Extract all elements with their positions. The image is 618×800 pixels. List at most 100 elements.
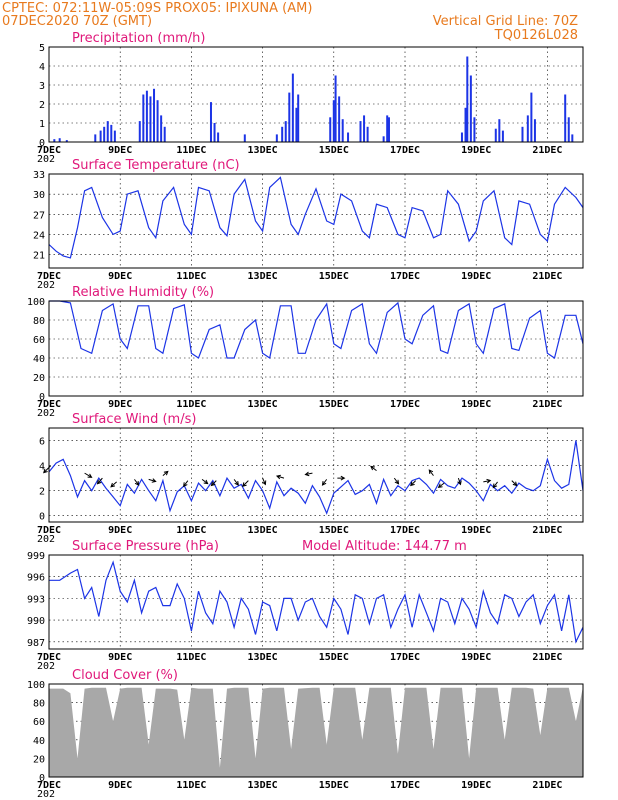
x-tick-label: 15DEC xyxy=(319,525,349,536)
plot-frame xyxy=(48,427,584,523)
precip-bar xyxy=(501,130,504,142)
wind-arrow xyxy=(201,478,209,485)
panel-temperature: 21 24 27 30 33 Surface Temperature (nC) 7DEC 9D… xyxy=(33,158,584,291)
y-tick-label: 4 xyxy=(39,462,45,473)
x-tick-label: 19DEC xyxy=(461,399,491,410)
precip-bar xyxy=(533,119,536,142)
precip-bar xyxy=(110,124,113,142)
precip-bar xyxy=(347,132,350,142)
x-tick-label: 7DEC xyxy=(37,145,61,156)
x-tick-label: 15DEC xyxy=(319,399,349,410)
wind-arrow xyxy=(370,465,377,472)
x-tick-label: 21DEC xyxy=(532,780,562,791)
wind-arrow xyxy=(492,481,498,489)
wind-arrow xyxy=(110,481,117,488)
precip-bar xyxy=(341,119,344,142)
precip-bar xyxy=(530,92,533,142)
cloud-area xyxy=(49,686,583,777)
y-tick-label: 100 xyxy=(27,297,45,308)
precip-bar xyxy=(288,92,291,142)
wind-arrow xyxy=(148,478,157,483)
panel-wind: 0 2 4 6 Surface Wind (m/s) 7DEC 9DEC 11DEC 13DEC… xyxy=(37,412,584,545)
precip-bar xyxy=(163,126,166,142)
precip-bar xyxy=(142,94,145,142)
year-fragment: 202 xyxy=(37,789,55,800)
x-tick-label: 7DEC xyxy=(37,652,61,663)
precip-bar xyxy=(571,134,574,142)
x-tick-label: 17DEC xyxy=(390,399,420,410)
x-tick-label: 21DEC xyxy=(532,271,562,282)
y-tick-label: 2 xyxy=(39,100,45,111)
precip-bar xyxy=(469,75,472,142)
y-tick-label: 5 xyxy=(39,43,45,54)
x-tick-label: 13DEC xyxy=(248,780,278,791)
x-tick-label: 7DEC xyxy=(37,525,61,536)
wind-arrow xyxy=(393,477,400,485)
y-tick-label: 30 xyxy=(33,190,45,201)
x-tick-label: 17DEC xyxy=(390,652,420,663)
x-tick-label: 13DEC xyxy=(248,271,278,282)
wind-arrow xyxy=(428,469,434,476)
precip-bar xyxy=(567,117,570,142)
panel-title: Surface Wind (m/s) xyxy=(72,412,196,427)
x-tick-label: 7DEC xyxy=(37,271,61,282)
y-tick-label: 24 xyxy=(33,230,45,241)
precip-bar xyxy=(156,100,159,142)
y-tick-label: 0 xyxy=(39,512,45,523)
precip-bar xyxy=(103,126,106,142)
precip-bar xyxy=(386,115,389,142)
x-tick-label: 11DEC xyxy=(176,525,206,536)
x-tick-label: 13DEC xyxy=(248,145,278,156)
wind-arrow xyxy=(183,480,189,488)
wind-arrow xyxy=(43,465,52,474)
precip-bar xyxy=(466,56,469,142)
y-tick-label: 4 xyxy=(39,62,45,73)
y-tick-label: 20 xyxy=(33,754,45,765)
wind-arrow xyxy=(210,480,217,487)
wind-arrow xyxy=(321,479,328,486)
wind-arrow xyxy=(96,477,103,485)
panel-title: Cloud Cover (%) xyxy=(72,668,178,683)
precip-bar xyxy=(160,115,163,142)
x-tick-label: 15DEC xyxy=(319,145,349,156)
y-tick-label: 996 xyxy=(27,573,45,584)
precip-bar xyxy=(99,130,102,142)
y-tick-label: 987 xyxy=(27,638,45,649)
precip-bar xyxy=(153,88,156,142)
wind-arrow xyxy=(84,472,93,478)
x-tick-label: 19DEC xyxy=(461,271,491,282)
y-tick-label: 60 xyxy=(33,717,45,728)
x-tick-label: 17DEC xyxy=(390,145,420,156)
y-tick-label: 80 xyxy=(33,699,45,710)
precip-bar xyxy=(243,134,246,142)
precip-bar xyxy=(209,102,212,142)
x-tick-label: 13DEC xyxy=(248,652,278,663)
year-fragment: 202 xyxy=(37,408,55,419)
panel-humidity: 0 20 40 60 80 100 Relative Humidity (%) 7DEC 9DE… xyxy=(27,285,584,419)
precip-bar xyxy=(387,117,390,142)
precip-bar xyxy=(359,121,362,142)
panel-title: Surface Temperature (nC) xyxy=(72,158,240,173)
precip-bar xyxy=(564,94,567,142)
y-tick-label: 60 xyxy=(33,335,45,346)
x-tick-label: 15DEC xyxy=(319,652,349,663)
precip-bar xyxy=(284,121,287,142)
x-tick-label: 17DEC xyxy=(390,525,420,536)
wind-arrow xyxy=(304,471,313,477)
panel-title: Relative Humidity (%) xyxy=(72,285,214,300)
x-tick-label: 11DEC xyxy=(176,145,206,156)
x-tick-label: 21DEC xyxy=(532,525,562,536)
plot-frame xyxy=(48,683,584,778)
y-tick-label: 993 xyxy=(27,594,45,605)
y-tick-label: 0 xyxy=(39,138,45,149)
x-tick-label: 9DEC xyxy=(108,271,132,282)
y-tick-label: 990 xyxy=(27,616,45,627)
precip-bar xyxy=(382,136,385,142)
y-tick-label: 3 xyxy=(39,81,45,92)
precip-bar xyxy=(473,117,476,142)
year-fragment: 202 xyxy=(37,154,55,165)
wind-arrow xyxy=(457,477,462,486)
wind-arrow xyxy=(275,474,285,480)
panel-annotation: Model Altitude: 144.77 m xyxy=(302,539,467,554)
x-tick-label: 13DEC xyxy=(248,399,278,410)
